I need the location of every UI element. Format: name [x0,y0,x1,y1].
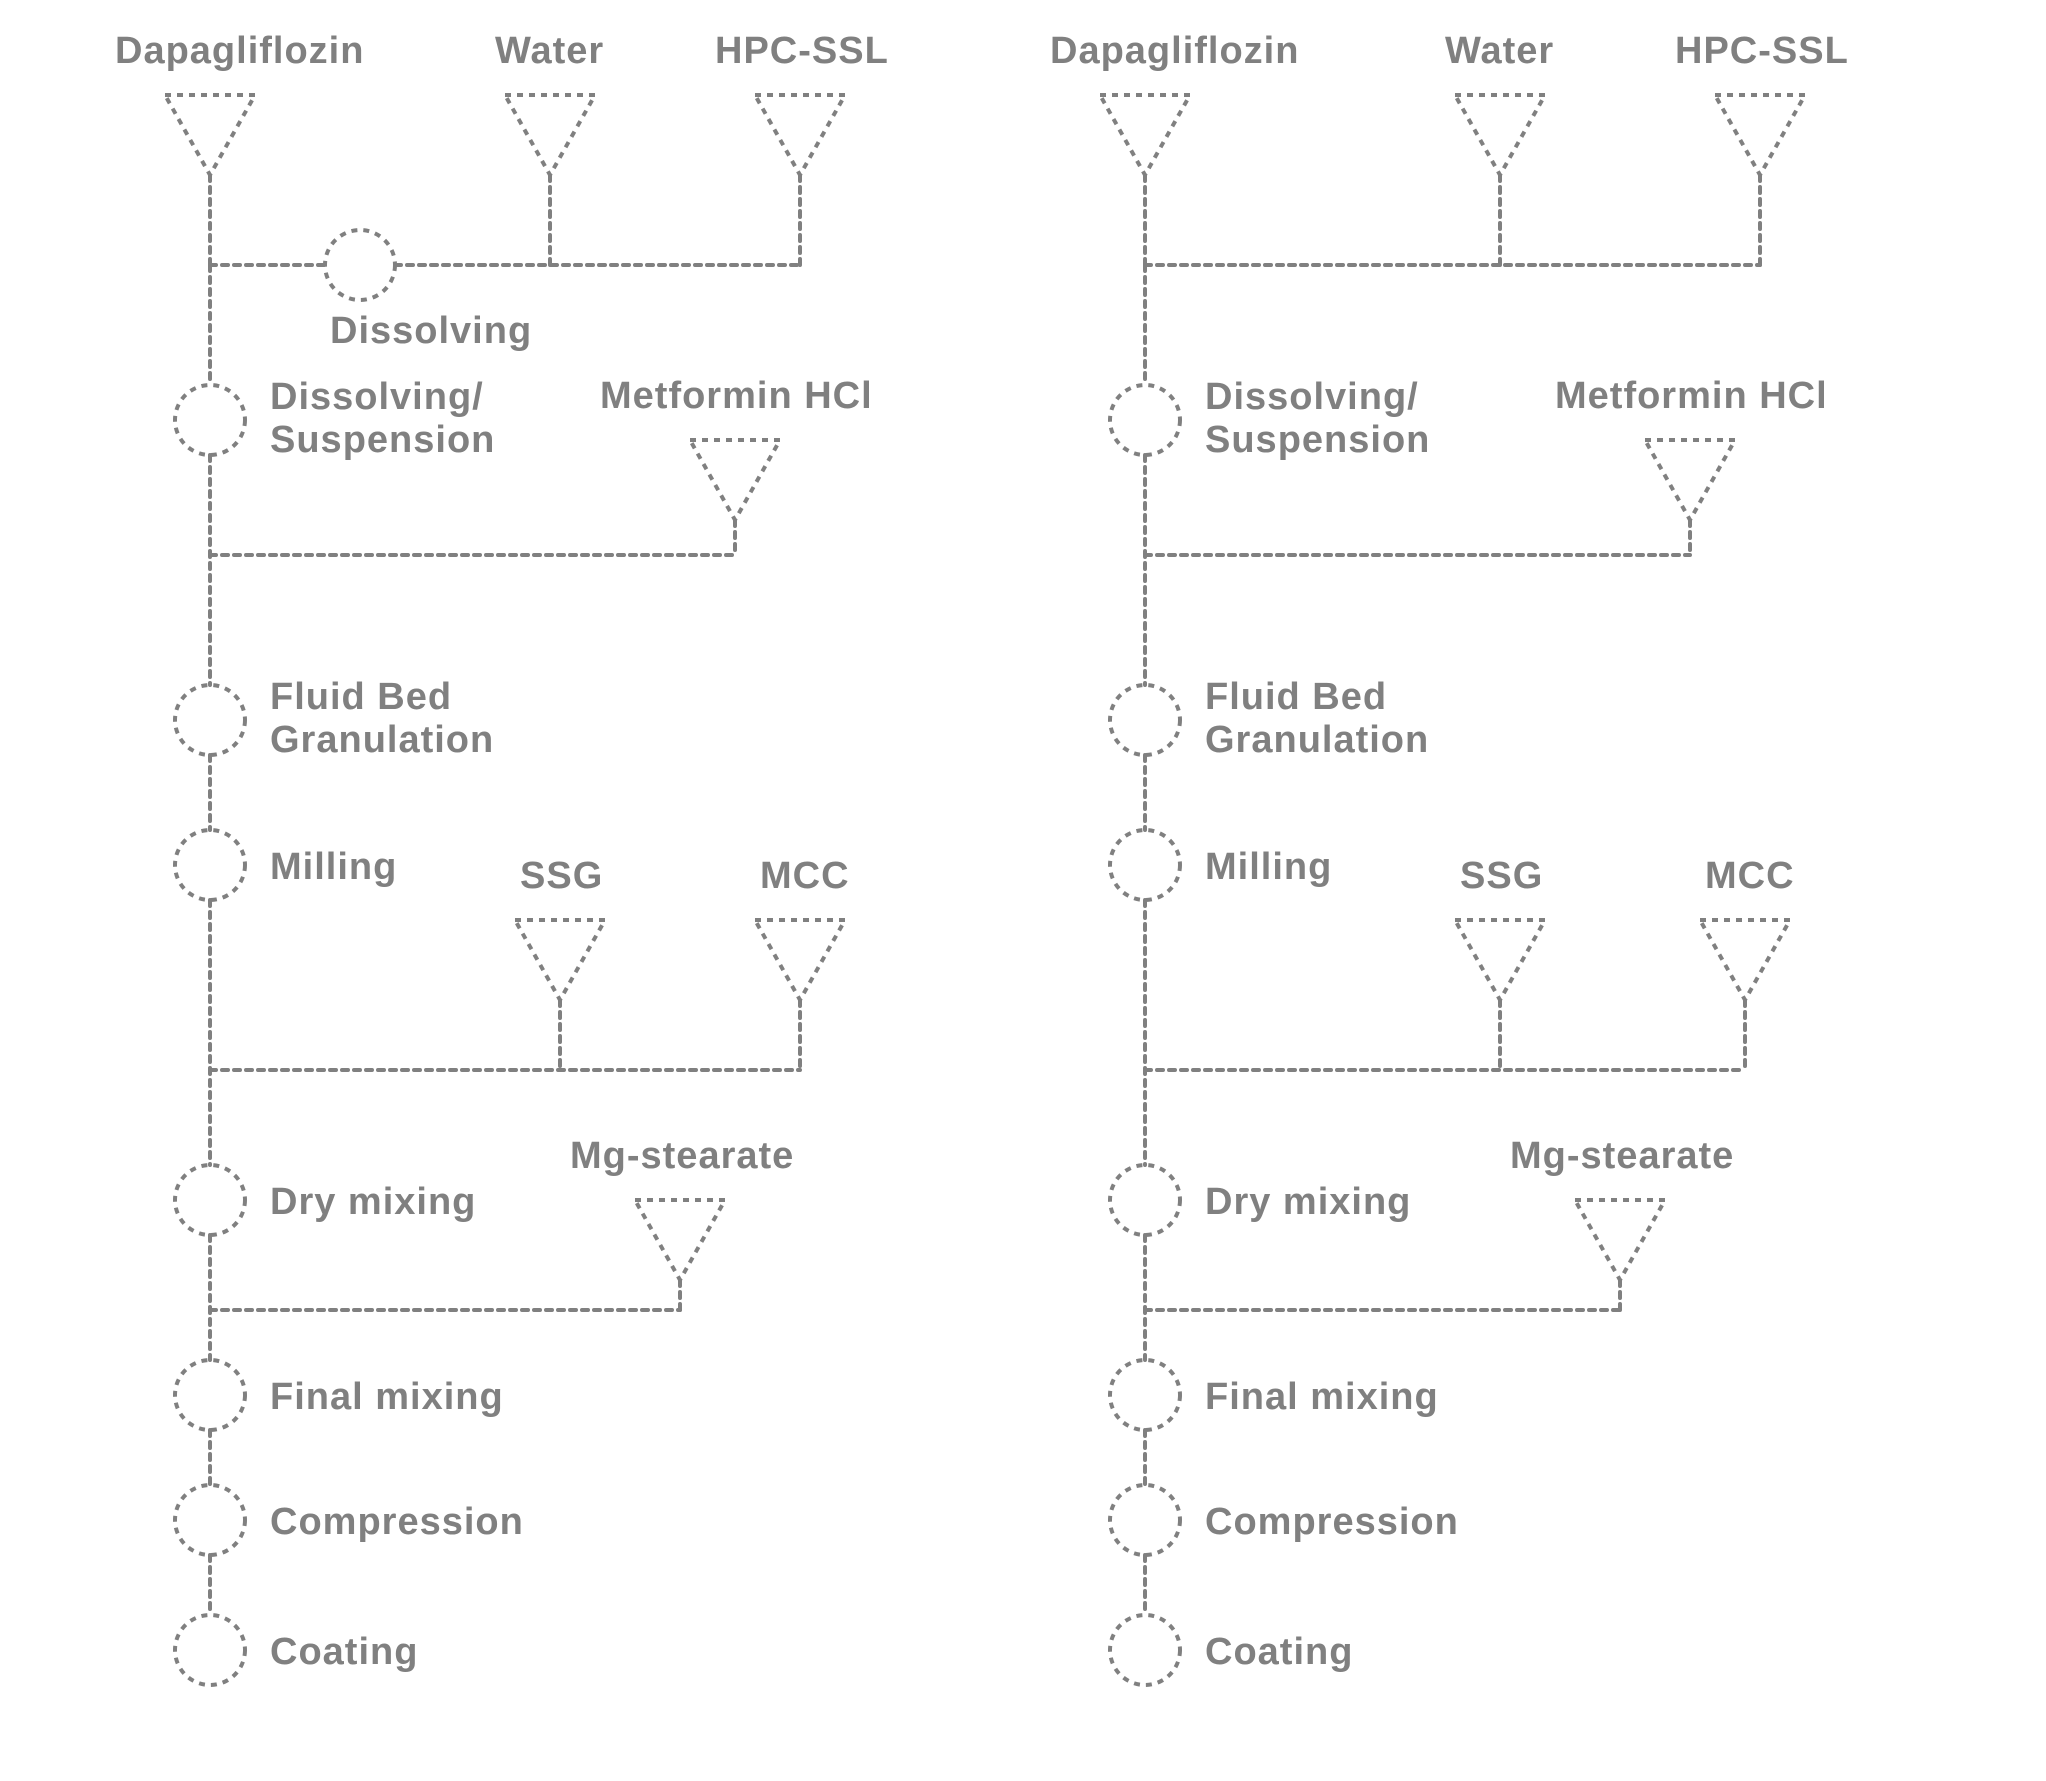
input-label: HPC-SSL [715,30,889,73]
step-label: Coating [270,1631,418,1674]
step-label: Coating [1205,1631,1353,1674]
input-label: Dapagliflozin [1050,30,1299,73]
input-label: SSG [1460,855,1543,898]
step-label: Milling [1205,846,1332,889]
step-label: Compression [270,1501,524,1544]
step-label: Final mixing [1205,1376,1439,1419]
input-label: Metformin HCl [1555,375,1828,418]
input-label: MCC [760,855,850,898]
step-label: Milling [270,846,397,889]
input-label: Mg-stearate [1510,1135,1734,1178]
input-label: Metformin HCl [600,375,873,418]
input-label: Water [1445,30,1554,73]
step-label: Dry mixing [270,1181,476,1224]
step-label: Final mixing [270,1376,504,1419]
input-label: Water [495,30,604,73]
step-label: Compression [1205,1501,1459,1544]
input-label: HPC-SSL [1675,30,1849,73]
step-label: Dissolving/Suspension [1205,376,1430,462]
step-label: Fluid BedGranulation [270,676,494,762]
input-label: Dapagliflozin [115,30,364,73]
step-label: Dry mixing [1205,1181,1411,1224]
input-label: Mg-stearate [570,1135,794,1178]
input-label: MCC [1705,855,1795,898]
step-label: Dissolving [330,310,532,353]
step-label: Dissolving/Suspension [270,376,495,462]
step-label: Fluid BedGranulation [1205,676,1429,762]
input-label: SSG [520,855,603,898]
